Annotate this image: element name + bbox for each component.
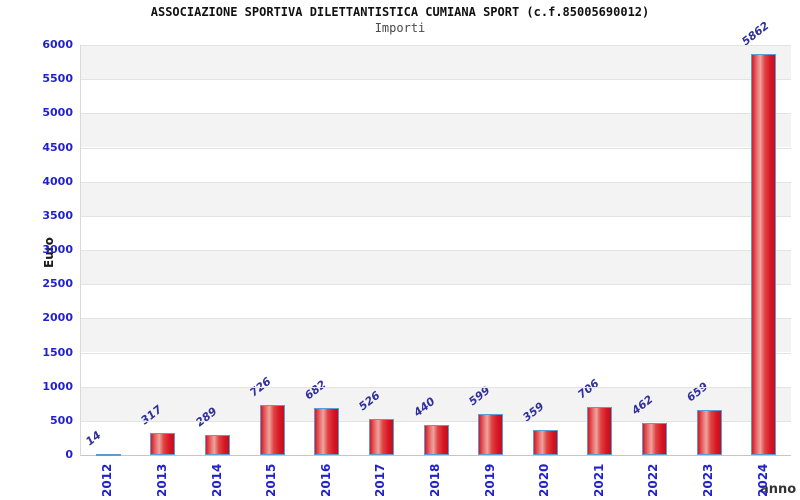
- plot-area: [80, 45, 791, 457]
- grid-band: [81, 147, 791, 182]
- bar: [751, 54, 777, 455]
- gridline: [81, 181, 791, 183]
- grid-band: [81, 181, 791, 216]
- bar: [423, 424, 449, 455]
- y-tick-label: 6000: [42, 38, 73, 51]
- x-tick-label: 2021: [591, 463, 606, 497]
- x-tick-label: 2019: [482, 463, 497, 497]
- y-tick-label: 1000: [42, 379, 73, 393]
- gridline: [81, 215, 791, 217]
- gridline: [81, 79, 791, 81]
- grid-band: [81, 79, 791, 114]
- grid-band: [81, 215, 791, 250]
- bar: [696, 409, 722, 455]
- grid-band: [81, 352, 791, 387]
- grid-band: [81, 386, 791, 421]
- bar: [478, 414, 504, 455]
- y-tick-label: 0: [65, 448, 73, 461]
- gridline: [81, 45, 791, 46]
- y-tick-label: 4500: [42, 140, 73, 154]
- x-tick-label: 2016: [318, 463, 333, 497]
- bar: [641, 423, 667, 455]
- y-tick-label: 3000: [42, 243, 73, 256]
- y-tick-label: 5000: [42, 106, 73, 120]
- x-tick-label: 2017: [373, 463, 388, 497]
- y-tick-label: 1500: [42, 345, 73, 359]
- x-tick-label: 2015: [264, 463, 279, 497]
- chart-title: ASSOCIAZIONE SPORTIVA DILETTANTISTICA CU…: [150, 5, 650, 19]
- grid-band: [81, 113, 791, 148]
- x-axis-title: anno: [760, 482, 797, 497]
- bar: [368, 419, 394, 455]
- bar: [587, 406, 613, 455]
- x-tick-label: 2012: [100, 463, 115, 497]
- bar: [150, 433, 176, 455]
- gridline: [81, 420, 791, 422]
- gridline: [81, 113, 791, 115]
- x-tick-label: 2022: [646, 463, 661, 497]
- gridline: [81, 250, 791, 251]
- y-tick-label: 3500: [42, 208, 73, 222]
- grid-band: [81, 250, 791, 285]
- gridline: [81, 318, 791, 320]
- y-tick-label: 500: [50, 413, 73, 427]
- bar: [205, 435, 231, 455]
- x-tick-label: 2020: [537, 463, 552, 497]
- y-tick-label: 2500: [42, 277, 73, 291]
- y-tick-label: 5500: [42, 72, 73, 86]
- x-tick-label: 2024: [755, 463, 770, 497]
- x-tick-label: 2014: [209, 463, 224, 497]
- bar: [314, 408, 340, 455]
- gridline: [81, 352, 791, 354]
- x-tick-label: 2023: [701, 463, 716, 497]
- y-tick-label: 4000: [42, 174, 73, 188]
- bar: [259, 405, 285, 455]
- gridline: [81, 147, 791, 149]
- chart-subtitle: Importi: [374, 21, 426, 35]
- grid-band: [81, 45, 791, 80]
- grid-band: [81, 284, 791, 319]
- bar: [532, 430, 558, 455]
- grid-band: [81, 318, 791, 353]
- y-tick-label: 2000: [42, 311, 73, 325]
- bar: [95, 454, 121, 457]
- gridline: [81, 386, 791, 388]
- x-tick-label: 2018: [428, 463, 442, 497]
- x-tick-label: 2013: [154, 463, 169, 497]
- gridline: [81, 284, 791, 286]
